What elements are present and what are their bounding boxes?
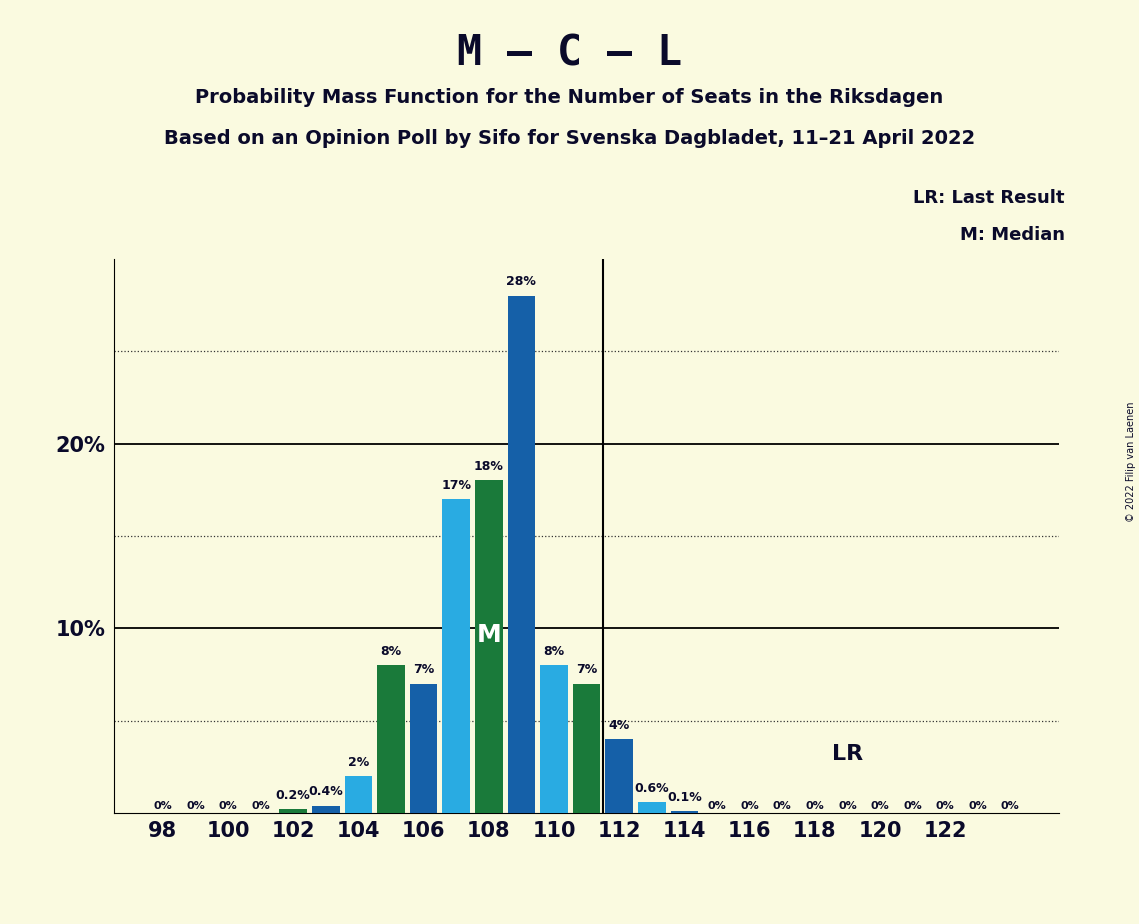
Text: 8%: 8% (543, 645, 565, 658)
Text: 7%: 7% (576, 663, 597, 676)
Text: 0%: 0% (154, 801, 172, 811)
Bar (344, 776, 372, 813)
Text: 28%: 28% (507, 275, 536, 288)
Text: 18%: 18% (474, 460, 503, 473)
Text: 0.2%: 0.2% (276, 789, 311, 802)
Text: 0%: 0% (805, 801, 825, 811)
Text: Probability Mass Function for the Number of Seats in the Riksdagen: Probability Mass Function for the Number… (196, 88, 943, 107)
Bar (605, 739, 633, 813)
Text: 0%: 0% (707, 801, 727, 811)
Text: LR: LR (831, 744, 863, 764)
Text: 0%: 0% (186, 801, 205, 811)
Text: LR: Last Result: LR: Last Result (913, 189, 1065, 207)
Text: 0%: 0% (936, 801, 954, 811)
Text: M: M (476, 623, 501, 647)
Bar (671, 811, 698, 813)
Text: M: Median: M: Median (960, 226, 1065, 244)
Bar (508, 296, 535, 813)
Text: 0%: 0% (219, 801, 237, 811)
Text: 0%: 0% (870, 801, 890, 811)
Bar (540, 665, 568, 813)
Text: 0%: 0% (772, 801, 792, 811)
Bar (279, 809, 308, 813)
Bar (312, 806, 339, 813)
Bar (638, 802, 665, 813)
Bar (377, 665, 404, 813)
Text: 0.6%: 0.6% (634, 782, 669, 795)
Text: 0.4%: 0.4% (309, 785, 343, 798)
Text: 0%: 0% (968, 801, 988, 811)
Bar (442, 499, 470, 813)
Text: 8%: 8% (380, 645, 402, 658)
Text: 2%: 2% (347, 756, 369, 769)
Bar (475, 480, 502, 813)
Text: © 2022 Filip van Laenen: © 2022 Filip van Laenen (1126, 402, 1136, 522)
Text: 0%: 0% (1001, 801, 1019, 811)
Text: 0.1%: 0.1% (667, 791, 702, 804)
Text: M – C – L: M – C – L (457, 32, 682, 74)
Bar (410, 684, 437, 813)
Text: 17%: 17% (441, 479, 472, 492)
Text: 0%: 0% (903, 801, 921, 811)
Text: 0%: 0% (252, 801, 270, 811)
Text: 7%: 7% (413, 663, 434, 676)
Text: 0%: 0% (838, 801, 857, 811)
Text: 4%: 4% (608, 719, 630, 732)
Text: 0%: 0% (740, 801, 759, 811)
Text: Based on an Opinion Poll by Sifo for Svenska Dagbladet, 11–21 April 2022: Based on an Opinion Poll by Sifo for Sve… (164, 129, 975, 149)
Bar (573, 684, 600, 813)
